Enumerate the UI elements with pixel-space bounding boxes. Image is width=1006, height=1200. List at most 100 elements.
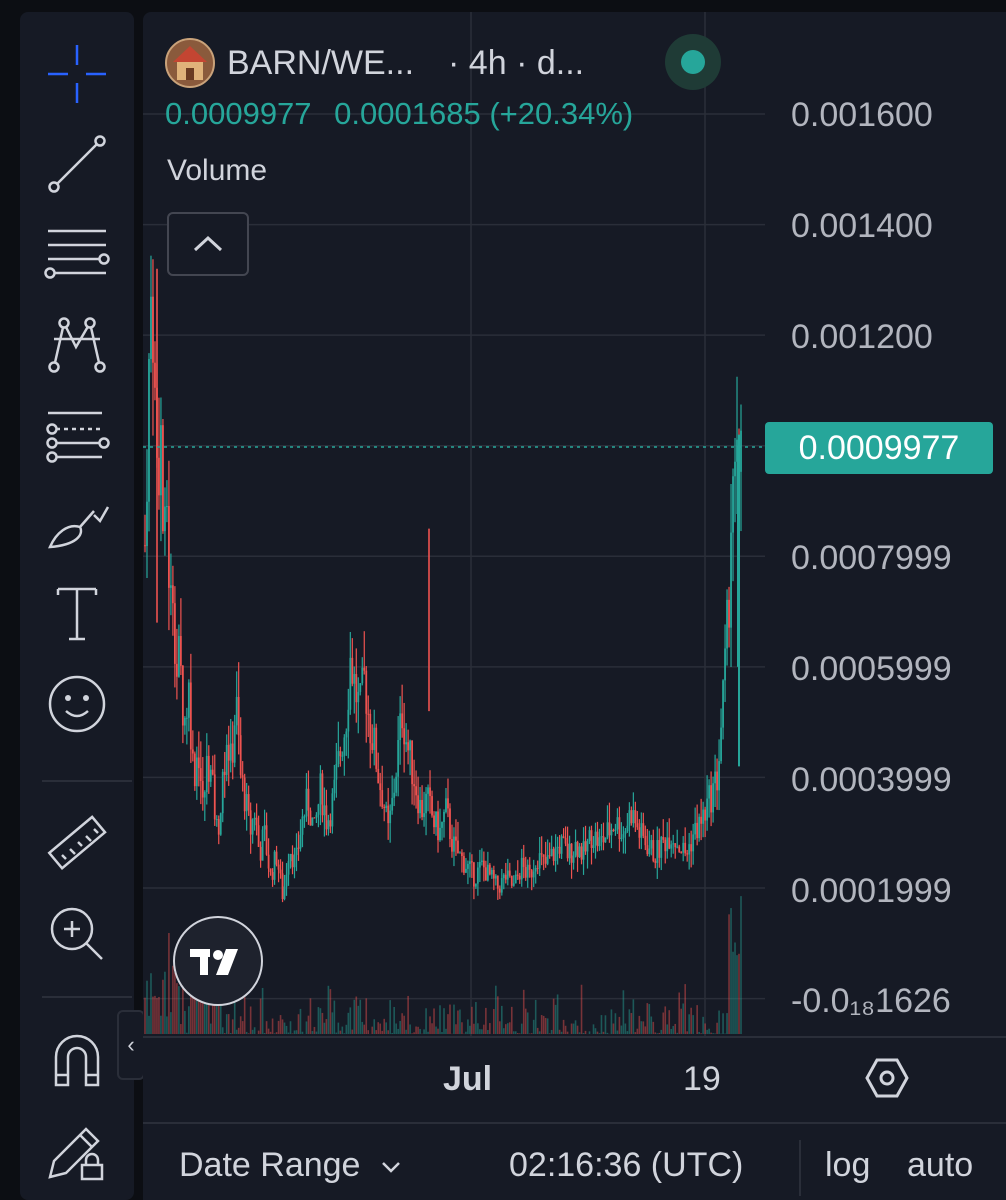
volume-bar bbox=[538, 1031, 541, 1034]
volume-bar bbox=[371, 1026, 374, 1034]
volume-bar bbox=[664, 1006, 667, 1034]
candle-body bbox=[168, 506, 170, 588]
log-scale-toggle[interactable]: log bbox=[825, 1146, 871, 1184]
candle-body bbox=[275, 851, 278, 865]
emoji-tool[interactable] bbox=[20, 664, 134, 744]
candle-body bbox=[365, 670, 368, 714]
volume-bar bbox=[506, 1023, 509, 1034]
volume-bar bbox=[196, 982, 198, 1034]
volume-bar bbox=[277, 1020, 280, 1034]
volume-bar bbox=[431, 1023, 433, 1034]
fib-retracement-tool[interactable] bbox=[20, 214, 134, 294]
volume-bar bbox=[473, 1023, 475, 1034]
candle-body bbox=[478, 861, 481, 868]
volume-bar bbox=[550, 1029, 553, 1034]
volume-bar bbox=[708, 1028, 710, 1034]
pattern-tool[interactable] bbox=[20, 304, 134, 384]
lock-drawings-tool[interactable] bbox=[20, 1110, 134, 1190]
volume-bar bbox=[379, 1023, 382, 1034]
lock-drawings-icon bbox=[48, 1127, 104, 1181]
volume-bar bbox=[403, 1015, 405, 1034]
candle-body bbox=[227, 744, 230, 761]
candle-body bbox=[213, 774, 216, 820]
volume-bar bbox=[160, 1015, 162, 1034]
candle-body bbox=[249, 810, 252, 835]
volume-bar bbox=[305, 1021, 308, 1034]
market-status-icon[interactable] bbox=[665, 34, 721, 90]
candle-body bbox=[369, 713, 372, 744]
time-axis[interactable]: Jul 19 bbox=[143, 1036, 1006, 1124]
candle-body bbox=[367, 713, 370, 715]
volume-bar bbox=[602, 1031, 605, 1034]
volume-bar bbox=[532, 1019, 535, 1034]
volume-bar bbox=[233, 1002, 236, 1034]
trend-line-tool[interactable] bbox=[20, 124, 134, 204]
candle-body bbox=[203, 792, 206, 798]
candle-body bbox=[397, 739, 400, 777]
volume-legend-label[interactable]: Volume bbox=[167, 154, 268, 187]
toolbar-separator bbox=[42, 780, 132, 782]
ruler-tool[interactable] bbox=[20, 804, 134, 884]
volume-bar bbox=[321, 1012, 324, 1034]
price-chart[interactable] bbox=[143, 12, 1006, 1036]
candle-body bbox=[474, 883, 477, 887]
date-range-button[interactable]: Date Range bbox=[179, 1146, 402, 1185]
candle-body bbox=[439, 827, 441, 841]
volume-bar bbox=[584, 1030, 587, 1034]
candle-body bbox=[508, 870, 511, 876]
candle-body bbox=[162, 425, 164, 532]
volume-bar bbox=[295, 1030, 298, 1034]
volume-bar bbox=[449, 1004, 451, 1034]
candle-body bbox=[363, 667, 366, 671]
candle-body bbox=[455, 836, 457, 841]
volume-bar bbox=[211, 990, 214, 1034]
candle-body bbox=[427, 787, 429, 794]
volume-bar bbox=[219, 982, 222, 1034]
volume-bar bbox=[423, 1029, 425, 1034]
forecast-tool[interactable] bbox=[20, 394, 134, 474]
candle-body bbox=[271, 872, 274, 880]
volume-bar bbox=[443, 1008, 445, 1034]
candle-body bbox=[514, 874, 517, 884]
volume-bar bbox=[479, 1029, 481, 1034]
utc-clock[interactable]: 02:16:36 (UTC) bbox=[509, 1146, 744, 1184]
candle-body bbox=[594, 831, 597, 846]
legend-change: 0.0001685 (+20.34%) bbox=[334, 96, 634, 131]
candle-body bbox=[191, 749, 194, 754]
settings-icon[interactable] bbox=[865, 1056, 909, 1100]
tradingview-logo-icon[interactable] bbox=[173, 916, 263, 1006]
candle-body bbox=[187, 682, 190, 718]
candle-body bbox=[303, 816, 306, 818]
candle-body bbox=[612, 829, 615, 831]
candle-body bbox=[299, 834, 302, 849]
candle-body bbox=[554, 847, 557, 861]
candle-body bbox=[476, 867, 479, 884]
volume-bar bbox=[644, 1026, 647, 1034]
zoom-in-tool[interactable] bbox=[20, 894, 134, 974]
volume-bar bbox=[158, 996, 160, 1034]
crosshair-tool[interactable] bbox=[20, 34, 134, 114]
price-axis-label: 0.001200 bbox=[791, 318, 933, 356]
brush-tool[interactable] bbox=[20, 484, 134, 564]
candle-body bbox=[379, 783, 382, 791]
text-tool[interactable] bbox=[20, 574, 134, 654]
volume-bar bbox=[582, 1032, 585, 1034]
volume-bar bbox=[385, 1022, 387, 1034]
auto-scale-toggle[interactable]: auto bbox=[907, 1146, 974, 1184]
magnet-tool[interactable] bbox=[20, 1020, 134, 1100]
volume-bar bbox=[588, 1031, 591, 1034]
volume-bar bbox=[620, 1025, 623, 1034]
candle-body bbox=[381, 790, 384, 807]
volume-bar bbox=[221, 1027, 224, 1034]
volume-bar bbox=[229, 1033, 232, 1034]
candle-body bbox=[154, 362, 156, 388]
collapse-toolbar-button[interactable]: ‹ bbox=[117, 1010, 145, 1080]
volume-bar bbox=[365, 998, 368, 1034]
candle-body bbox=[710, 785, 713, 813]
volume-bar bbox=[291, 1033, 294, 1034]
chart-panel[interactable]: BARN/WE... · 4h · d... 0.0009977 0.00016… bbox=[143, 12, 1006, 1200]
symbol-legend[interactable]: BARN/WE... · 4h · d... bbox=[165, 38, 584, 88]
candle-body bbox=[648, 848, 651, 855]
volume-bar bbox=[413, 1032, 415, 1034]
collapse-legend-button[interactable] bbox=[167, 212, 249, 276]
